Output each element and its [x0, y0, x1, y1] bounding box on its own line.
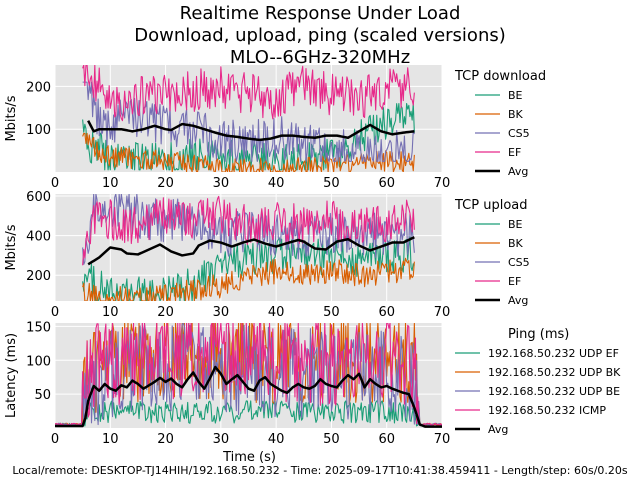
y-axis-label: Mbits/s	[4, 224, 19, 270]
x-tick-label: 10	[102, 305, 119, 320]
y-tick-label: 150	[26, 320, 51, 335]
y-axis-label: Mbits/s	[4, 95, 19, 141]
legend-label: BE	[508, 218, 523, 231]
x-tick-label: 0	[51, 432, 59, 447]
chart-title-line-1: Realtime Response Under Load	[180, 3, 461, 24]
y-tick-label: 400	[26, 230, 51, 245]
x-tick-label: 30	[213, 305, 230, 320]
footer-text: Local/remote: DESKTOP-TJ14HIH/192.168.50…	[12, 464, 628, 477]
x-tick-label: 30	[213, 432, 230, 447]
x-tick-label: 70	[434, 176, 451, 191]
x-tick-label: 20	[157, 432, 174, 447]
x-tick-label: 20	[157, 305, 174, 320]
x-tick-label: 60	[378, 432, 395, 447]
legend-label: Avg	[508, 165, 528, 178]
x-tick-label: 70	[434, 305, 451, 320]
legend-label: 192.168.50.232 UDP EF	[488, 347, 619, 360]
legend-upload: TCP upload BE BK CS5 EF Avg	[454, 198, 530, 307]
legend-download: TCP download BE BK CS5 EF Avg	[454, 69, 546, 178]
x-tick-label: 50	[323, 432, 340, 447]
series-line-download-ef	[82, 65, 415, 122]
x-tick-label: 10	[102, 432, 119, 447]
x-tick-label: 30	[213, 176, 230, 191]
y-tick-label: 100	[26, 354, 51, 369]
legend-label: BE	[508, 89, 523, 102]
x-tick-label: 20	[157, 176, 174, 191]
legend-label: Avg	[508, 294, 528, 307]
legend-label: CS5	[508, 127, 530, 140]
y-axis-label: Latency (ms)	[4, 333, 19, 418]
legend-label: 192.168.50.232 ICMP	[488, 404, 606, 417]
series-line-ping-192-168-50-232-udp-be	[55, 323, 442, 427]
chart-title-line-2: Download, upload, ping (scaled versions)	[134, 25, 506, 46]
legend-label: EF	[508, 146, 521, 159]
x-tick-label: 40	[268, 432, 285, 447]
legend-label: EF	[508, 275, 521, 288]
legend-label: BK	[508, 237, 524, 250]
legend-label: Avg	[488, 423, 508, 436]
x-tick-label: 60	[378, 176, 395, 191]
series-line-upload-bk	[82, 257, 415, 301]
x-tick-label: 50	[323, 305, 340, 320]
legend-title: TCP upload	[454, 198, 528, 213]
y-tick-label: 600	[26, 190, 51, 205]
x-tick-label: 50	[323, 176, 340, 191]
series-line-upload-ef	[82, 195, 415, 266]
legend-title: Ping (ms)	[508, 327, 569, 342]
x-tick-label: 70	[434, 432, 451, 447]
series-line-ping-avg	[55, 365, 442, 428]
series-line-ping-192-168-50-232-icmp	[55, 323, 442, 427]
panel-upload: 0 10 20 30 40 50 60 70 200 400 600 Mbits/s TCP uploa…	[4, 190, 530, 320]
legend-label: BK	[508, 108, 524, 121]
panel-download: 0 10 20 30 40 50 60 70 100 200 Mbits/s TCP download…	[4, 65, 546, 191]
series-line-upload-be	[82, 236, 415, 301]
x-tick-label: 0	[51, 305, 59, 320]
x-axis-label: Time (s)	[222, 450, 276, 465]
panel-ping: 0 10 20 30 40 50 60 70 50 100 150 Latency (ms) Time …	[4, 320, 621, 465]
series-line-download-cs5	[82, 81, 415, 162]
legend-label: 192.168.50.232 UDP BE	[488, 385, 620, 398]
y-tick-label: 50	[34, 388, 51, 403]
x-tick-label: 10	[102, 176, 119, 191]
x-tick-label: 0	[51, 176, 59, 191]
legend-label: 192.168.50.232 UDP BK	[488, 366, 621, 379]
series-line-upload-avg	[87, 236, 415, 266]
series-line-download-avg	[87, 120, 415, 142]
legend-ping: Ping (ms) 192.168.50.232 UDP EF 192.168.50…	[455, 327, 621, 436]
legend-label: CS5	[508, 256, 530, 269]
x-tick-label: 60	[378, 305, 395, 320]
chart-title-line-3: MLO--6GHz-320MHz	[230, 47, 410, 68]
y-tick-label: 200	[26, 269, 51, 284]
x-tick-label: 40	[268, 176, 285, 191]
y-tick-label: 200	[26, 80, 51, 95]
series-line-download-bk	[82, 132, 415, 172]
x-tick-label: 40	[268, 305, 285, 320]
y-tick-label: 100	[26, 123, 51, 138]
legend-title: TCP download	[454, 69, 546, 84]
